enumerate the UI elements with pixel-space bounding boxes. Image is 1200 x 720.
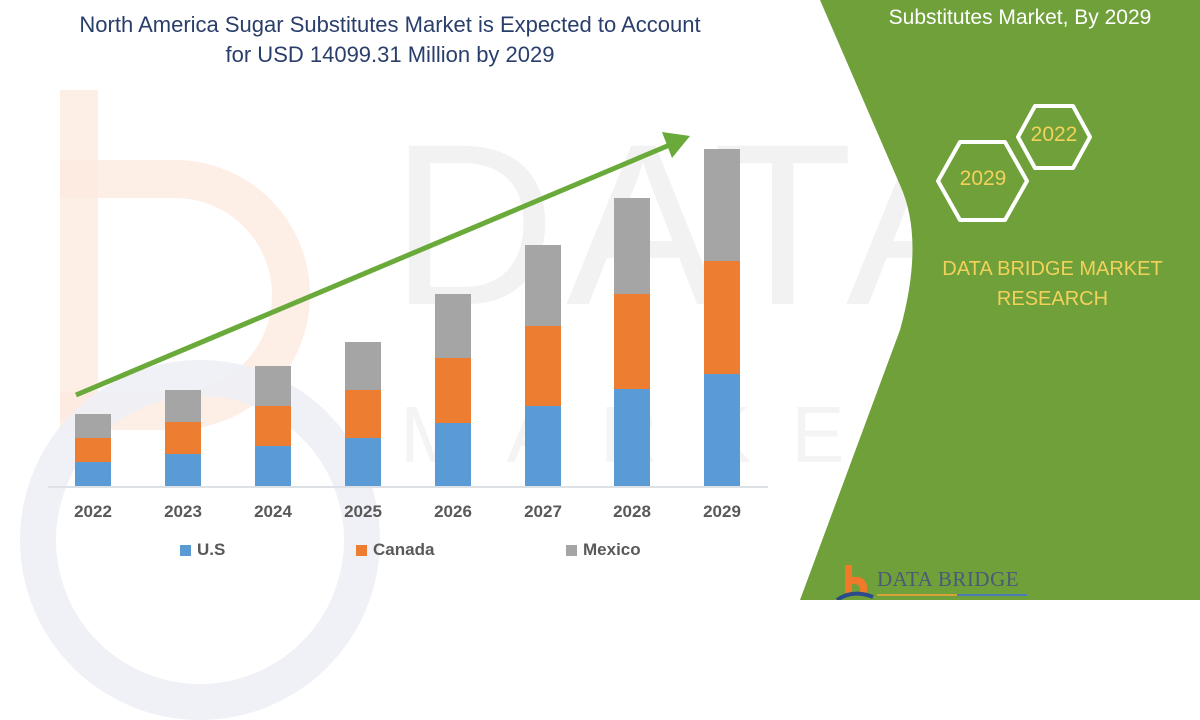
logo-b-icon bbox=[835, 565, 874, 600]
x-axis-label-2022: 2022 bbox=[74, 502, 112, 521]
x-axis-label-2026: 2026 bbox=[434, 502, 472, 521]
bar-2025 bbox=[345, 342, 381, 486]
bar-segment-mexico-2024 bbox=[255, 366, 291, 406]
legend-label: Canada bbox=[373, 540, 435, 559]
bar-segment-us-2025 bbox=[345, 438, 381, 486]
brand-name-line2: RESEARCH bbox=[996, 288, 1109, 310]
chart-title-line1: North America Sugar Substitutes Market i… bbox=[79, 12, 701, 37]
hexagon-2029-icon bbox=[936, 140, 1029, 222]
bar-segment-canada-2025 bbox=[345, 390, 381, 438]
bar-segment-mexico-2023 bbox=[165, 390, 201, 422]
company-logo: DATA BRIDGE bbox=[835, 565, 1055, 600]
bar-segment-us-2029 bbox=[704, 374, 740, 486]
bar-segment-us-2027 bbox=[525, 406, 561, 486]
logo-text: DATA BRIDGE bbox=[877, 567, 1020, 591]
brand-name: DATA BRIDGE MARKET RESEARCH bbox=[920, 254, 1185, 314]
bar-segment-mexico-2028 bbox=[614, 198, 650, 294]
logo-underline-blue bbox=[957, 594, 1027, 596]
brand-name-line1: DATA BRIDGE MARKET bbox=[942, 258, 1163, 280]
chart-title-line2: for USD 14099.31 Million by 2029 bbox=[225, 42, 555, 67]
x-axis-line bbox=[48, 486, 768, 488]
bar-segment-mexico-2027 bbox=[525, 245, 561, 326]
chart-legend: U.S Canada Mexico bbox=[0, 540, 800, 562]
side-panel-title: Substitutes Market, By 2029 bbox=[888, 6, 1152, 29]
bar-segment-canada-2027 bbox=[525, 326, 561, 406]
x-axis-label-2024: 2024 bbox=[254, 502, 292, 521]
legend-swatch-icon bbox=[180, 544, 191, 556]
x-axis-label-2029: 2029 bbox=[703, 502, 741, 521]
bar-segment-us-2028 bbox=[614, 389, 650, 486]
hex-2029-label: 2029 bbox=[959, 167, 1007, 190]
bar-segment-canada-2023 bbox=[165, 422, 201, 454]
bar-segment-us-2022 bbox=[75, 462, 111, 486]
x-axis-label-2028: 2028 bbox=[613, 502, 651, 521]
x-axis-label-2023: 2023 bbox=[164, 502, 202, 521]
bar-segment-canada-2022 bbox=[75, 438, 111, 462]
hex-2022-label: 2022 bbox=[1030, 123, 1078, 146]
legend-swatch-icon bbox=[356, 544, 367, 556]
legend-label: Mexico bbox=[583, 540, 641, 559]
bar-2026 bbox=[435, 294, 471, 486]
chart-title: North America Sugar Substitutes Market i… bbox=[40, 10, 740, 70]
bar-segment-canada-2028 bbox=[614, 294, 650, 389]
side-panel-shape bbox=[800, 0, 1200, 600]
legend-item-us: U.S bbox=[180, 540, 225, 560]
side-panel: Substitutes Market, By 2029 2029 2022 DA… bbox=[800, 0, 1200, 600]
bar-segment-us-2026 bbox=[435, 423, 471, 486]
bar-segment-us-2024 bbox=[255, 446, 291, 486]
hexagon-2022-icon bbox=[1016, 104, 1092, 170]
x-axis-label-2025: 2025 bbox=[344, 502, 382, 521]
stacked-bar-chart: 2022 2023 2024 2025 2026 2027 2028 2029 bbox=[48, 132, 768, 521]
x-axis-label-2027: 2027 bbox=[524, 502, 562, 521]
bar-segment-canada-2024 bbox=[255, 406, 291, 446]
trend-arrow-icon bbox=[75, 132, 690, 398]
bar-segment-mexico-2029 bbox=[704, 149, 740, 261]
legend-label: U.S bbox=[197, 540, 226, 559]
legend-swatch-icon bbox=[566, 544, 577, 556]
bar-segment-mexico-2026 bbox=[435, 294, 471, 358]
legend-item-mexico: Mexico bbox=[566, 540, 641, 560]
legend-item-canada: Canada bbox=[356, 540, 434, 560]
bar-2028 bbox=[614, 198, 650, 486]
bar-2027 bbox=[525, 245, 561, 486]
logo-underline-gold bbox=[877, 594, 957, 596]
bar-segment-mexico-2025 bbox=[345, 342, 381, 390]
bar-segment-us-2023 bbox=[165, 454, 201, 486]
bar-2023 bbox=[165, 390, 201, 486]
bar-2022 bbox=[75, 414, 111, 486]
bar-segment-canada-2026 bbox=[435, 358, 471, 423]
bar-segment-mexico-2022 bbox=[75, 414, 111, 438]
bar-segment-canada-2029 bbox=[704, 261, 740, 374]
bar-2024 bbox=[255, 366, 291, 486]
bar-2029 bbox=[704, 149, 740, 486]
